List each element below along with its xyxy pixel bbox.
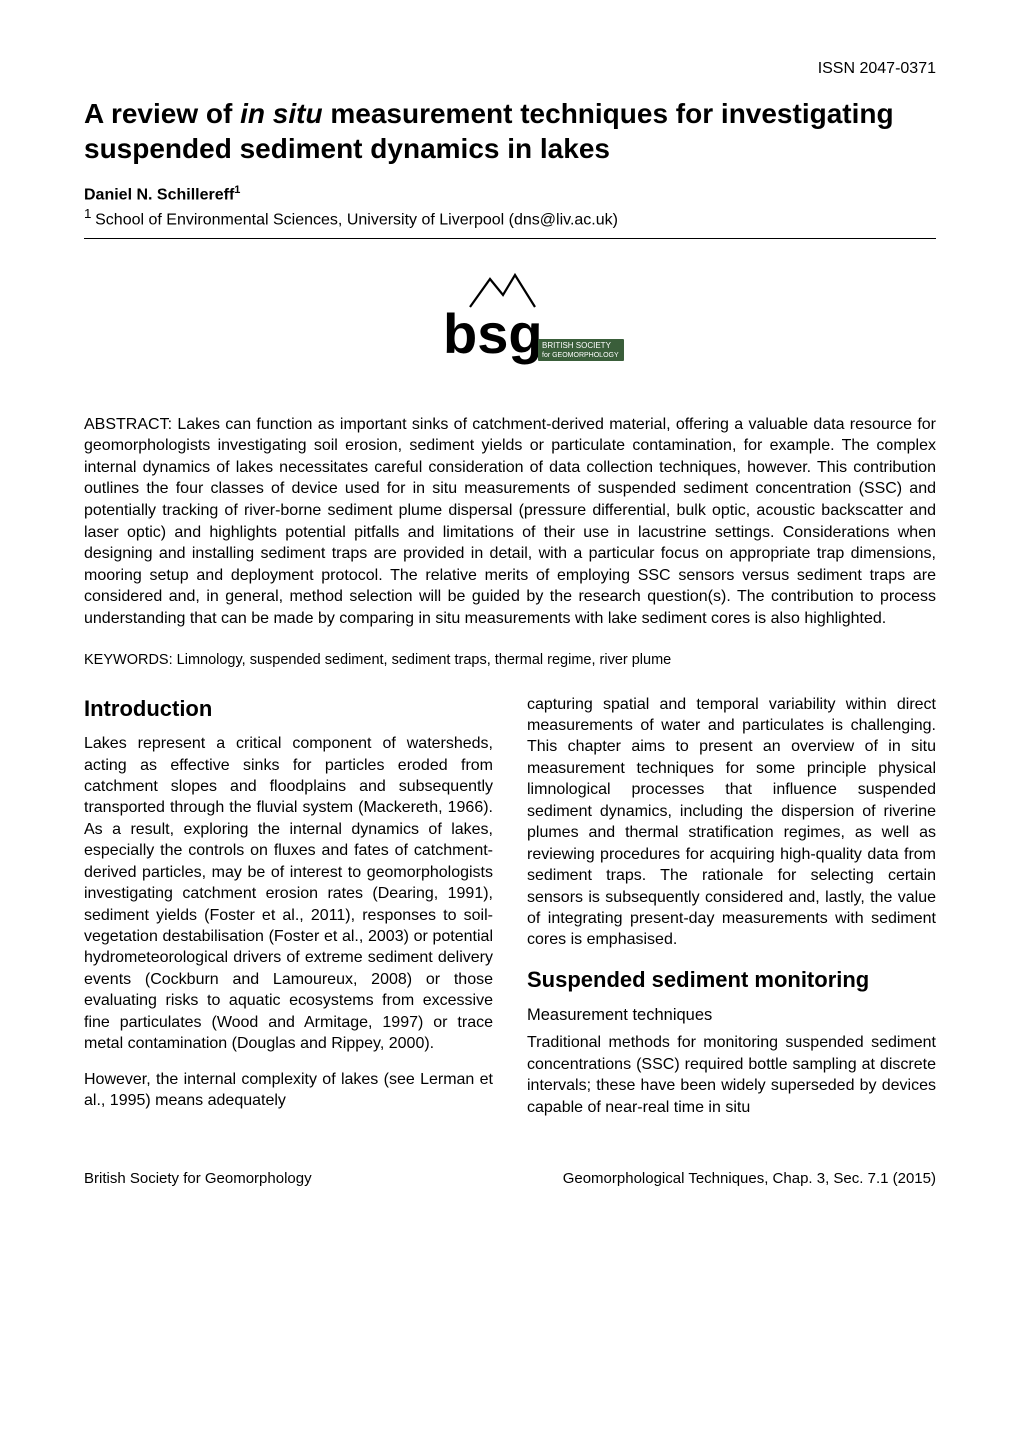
footer-left: British Society for Geomorphology — [84, 1170, 312, 1187]
page-footer: British Society for Geomorphology Geomor… — [84, 1170, 936, 1187]
article-title: A review of in situ measurement techniqu… — [84, 96, 936, 166]
right-column: capturing spatial and temporal variabili… — [527, 694, 936, 1133]
introduction-heading: Introduction — [84, 694, 493, 723]
author-sup: 1 — [234, 184, 240, 196]
author-line: Daniel N. Schillereff1 — [84, 184, 936, 204]
keywords-text: Limnology, suspended sediment, sediment … — [177, 652, 672, 668]
abstract-text: Lakes can function as important sinks of… — [84, 416, 936, 627]
affiliation-text: School of Environmental Sciences, Univer… — [95, 212, 618, 229]
bsg-logo: bsg BRITISH SOCIETY for GEOMORPHOLOGY — [395, 267, 625, 392]
left-column: Introduction Lakes represent a critical … — [84, 694, 493, 1133]
author-name: Daniel N. Schillereff — [84, 186, 234, 203]
measurement-subheading: Measurement techniques — [527, 1004, 936, 1026]
monitoring-heading: Suspended sediment monitoring — [527, 965, 936, 994]
intro-para-2: However, the internal complexity of lake… — [84, 1069, 493, 1112]
horizontal-rule — [84, 238, 936, 239]
abstract-label: ABSTRACT: — [84, 416, 177, 433]
keywords: KEYWORDS: Limnology, suspended sediment,… — [84, 652, 936, 668]
abstract: ABSTRACT: Lakes can function as importan… — [84, 414, 936, 630]
footer-right: Geomorphological Techniques, Chap. 3, Se… — [563, 1170, 936, 1187]
title-part-1: A review of — [84, 98, 240, 129]
logo-sub-line2: for GEOMORPHOLOGY — [542, 352, 619, 359]
intro-continuation: capturing spatial and temporal variabili… — [527, 694, 936, 951]
intro-para-1: Lakes represent a critical component of … — [84, 733, 493, 1055]
two-column-body: Introduction Lakes represent a critical … — [84, 694, 936, 1133]
keywords-label: KEYWORDS: — [84, 652, 177, 668]
logo-sub-line1: BRITISH SOCIETY — [542, 341, 612, 350]
page: ISSN 2047-0371 A review of in situ measu… — [0, 0, 1020, 1237]
logo-main-text: bsg — [443, 302, 543, 365]
title-italic: in situ — [240, 98, 322, 129]
monitoring-para-1: Traditional methods for monitoring suspe… — [527, 1032, 936, 1118]
logo-container: bsg BRITISH SOCIETY for GEOMORPHOLOGY — [84, 267, 936, 392]
affiliation: 1 School of Environmental Sciences, Univ… — [84, 206, 936, 229]
affiliation-sup: 1 — [84, 206, 95, 221]
issn: ISSN 2047-0371 — [84, 60, 936, 78]
